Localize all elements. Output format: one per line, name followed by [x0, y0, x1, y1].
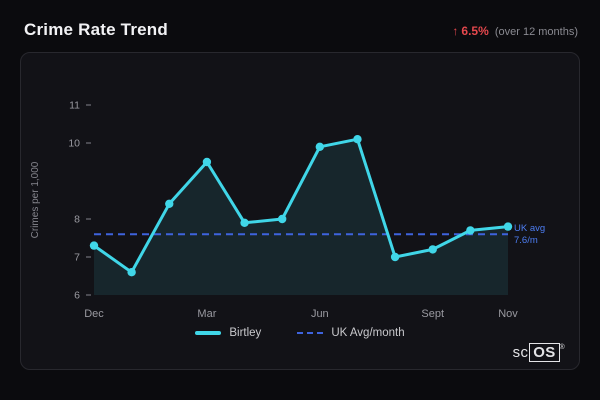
logo-box: OS [529, 343, 560, 362]
x-tick-label: Jun [311, 308, 329, 320]
page-header: Crime Rate Trend ↑ 6.5% (over 12 months) [0, 0, 600, 52]
data-point-jan[interactable] [127, 268, 136, 277]
trend-change: ↑ 6.5% (over 12 months) [452, 24, 578, 38]
legend-item-uk-avg[interactable]: UK Avg/month [297, 327, 405, 339]
crime-trend-chart: 6 7 8 10 11 Dec Mar Jun Sept Nov Crimes per 1,000 U… [30, 100, 545, 321]
y-tick-label: 11 [69, 100, 80, 112]
data-point-dec[interactable] [89, 241, 99, 250]
y-axis-title: Crimes per 1,000 [30, 161, 41, 238]
change-caption: (over 12 months) [494, 26, 578, 38]
data-point-jun[interactable] [315, 142, 325, 151]
data-point-feb[interactable] [165, 199, 174, 208]
x-tick-label: Nov [498, 308, 518, 320]
data-point-sept[interactable] [428, 245, 437, 254]
data-point-may[interactable] [277, 214, 287, 224]
legend-swatch-birtley [195, 331, 222, 335]
scos-logo: sc OS ® [512, 343, 565, 362]
legend-item-birtley[interactable]: Birtley [195, 327, 261, 339]
x-tick-label: Sept [421, 308, 444, 320]
data-point-oct[interactable] [466, 226, 475, 235]
area-fill [94, 139, 508, 295]
data-point-nov[interactable] [503, 222, 513, 231]
chart-panel: 6 7 8 10 11 Dec Mar Jun Sept Nov Crimes per 1,000 U… [20, 52, 580, 370]
data-point-apr[interactable] [240, 218, 249, 227]
legend-swatch-uk-avg [297, 332, 324, 334]
change-percent: 6.5% [461, 24, 489, 38]
data-point-aug[interactable] [390, 252, 400, 262]
legend-label-uk-avg: UK Avg/month [331, 327, 405, 339]
y-tick-label: 8 [74, 214, 80, 226]
page-title: Crime Rate Trend [24, 20, 168, 39]
up-arrow-icon: ↑ [452, 24, 459, 38]
logo-prefix: sc [512, 344, 529, 361]
y-tick-label: 10 [68, 138, 80, 150]
legend-label-birtley: Birtley [229, 327, 262, 339]
data-point-jul[interactable] [353, 135, 362, 144]
y-tick-label: 6 [74, 290, 80, 302]
x-tick-label: Mar [197, 308, 216, 320]
birtley-series-line [92, 137, 510, 274]
logo-registered-icon: ® [559, 344, 565, 351]
data-point-mar[interactable] [202, 157, 212, 167]
x-tick-label: Dec [84, 308, 104, 320]
y-tick-label: 7 [74, 252, 80, 264]
chart-legend: Birtley UK Avg/month [21, 327, 579, 339]
uk-avg-annotation-line1: UK avg [514, 223, 545, 234]
uk-avg-annotation-line2: 7.6/m [514, 235, 538, 246]
